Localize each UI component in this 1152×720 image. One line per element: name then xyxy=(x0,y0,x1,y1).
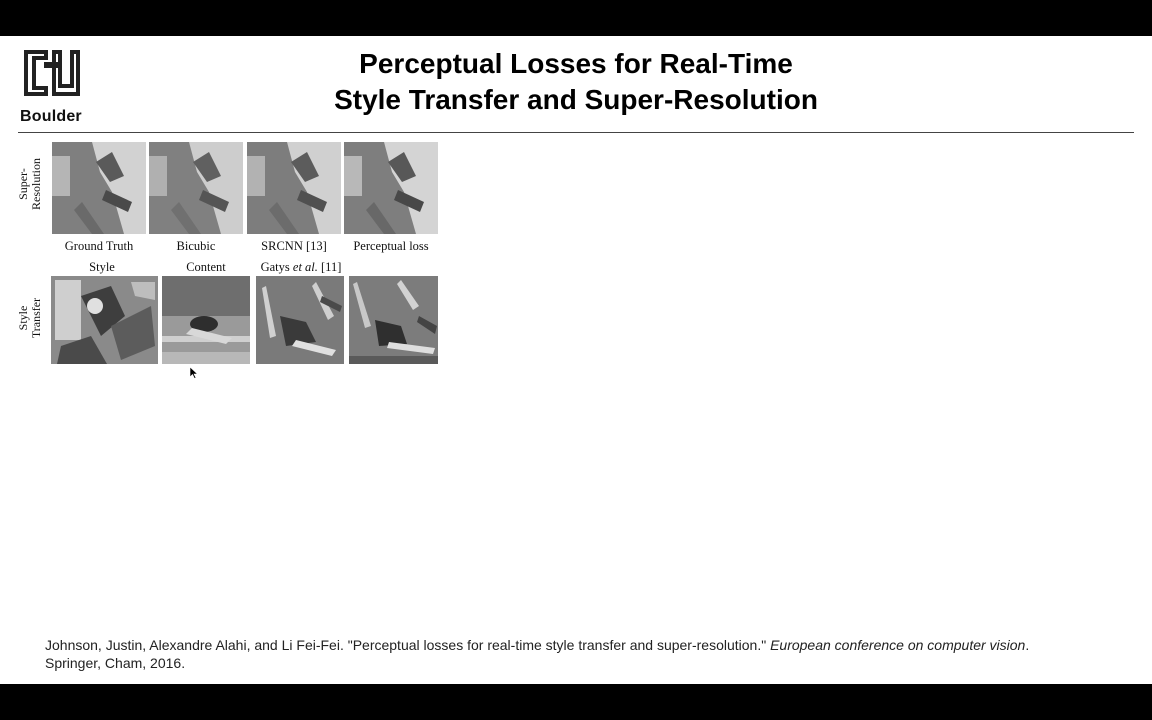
paper-figure: Super- Resolution xyxy=(16,140,446,376)
citation: Johnson, Justin, Alexandre Alahi, and Li… xyxy=(45,636,1125,672)
cu-boulder-logo: Boulder xyxy=(18,42,86,128)
citation-line-2: Springer, Cham, 2016. xyxy=(45,655,186,671)
sr-image-perceptual-loss xyxy=(344,142,438,234)
title-line-2: Style Transfer and Super-Resolution xyxy=(334,84,818,115)
caption-perceptual-loss: Perceptual loss xyxy=(353,239,429,253)
sr-image-ground-truth xyxy=(52,142,146,234)
slide-title: Perceptual Losses for Real-Time Style Tr… xyxy=(150,46,1002,118)
caption-gatys: Gatys et al. [11] xyxy=(260,260,342,274)
st-image-style xyxy=(51,276,158,364)
caption-ground-truth: Ground Truth xyxy=(64,239,134,253)
cu-logo-icon xyxy=(24,50,80,96)
slide: Boulder Perceptual Losses for Real-Time … xyxy=(0,36,1152,684)
citation-line-1: Johnson, Justin, Alexandre Alahi, and Li… xyxy=(45,637,1030,653)
caption-content: Content xyxy=(186,260,226,274)
title-divider xyxy=(18,132,1134,133)
caption-bicubic: Bicubic xyxy=(176,239,216,253)
st-image-perceptual-loss xyxy=(349,276,438,364)
row-label-super-resolution: Super- Resolution xyxy=(16,158,43,211)
title-line-1: Perceptual Losses for Real-Time xyxy=(359,48,793,79)
st-image-gatys xyxy=(256,276,344,364)
sr-image-srcnn xyxy=(247,142,341,234)
caption-style: Style xyxy=(89,260,115,274)
mouse-cursor-icon xyxy=(190,367,198,379)
row-label-style-transfer: Style Transfer xyxy=(16,297,43,339)
sr-image-bicubic xyxy=(149,142,243,234)
caption-srcnn: SRCNN [13] xyxy=(261,239,327,253)
st-image-content xyxy=(162,276,250,364)
logo-text: Boulder xyxy=(20,108,82,125)
